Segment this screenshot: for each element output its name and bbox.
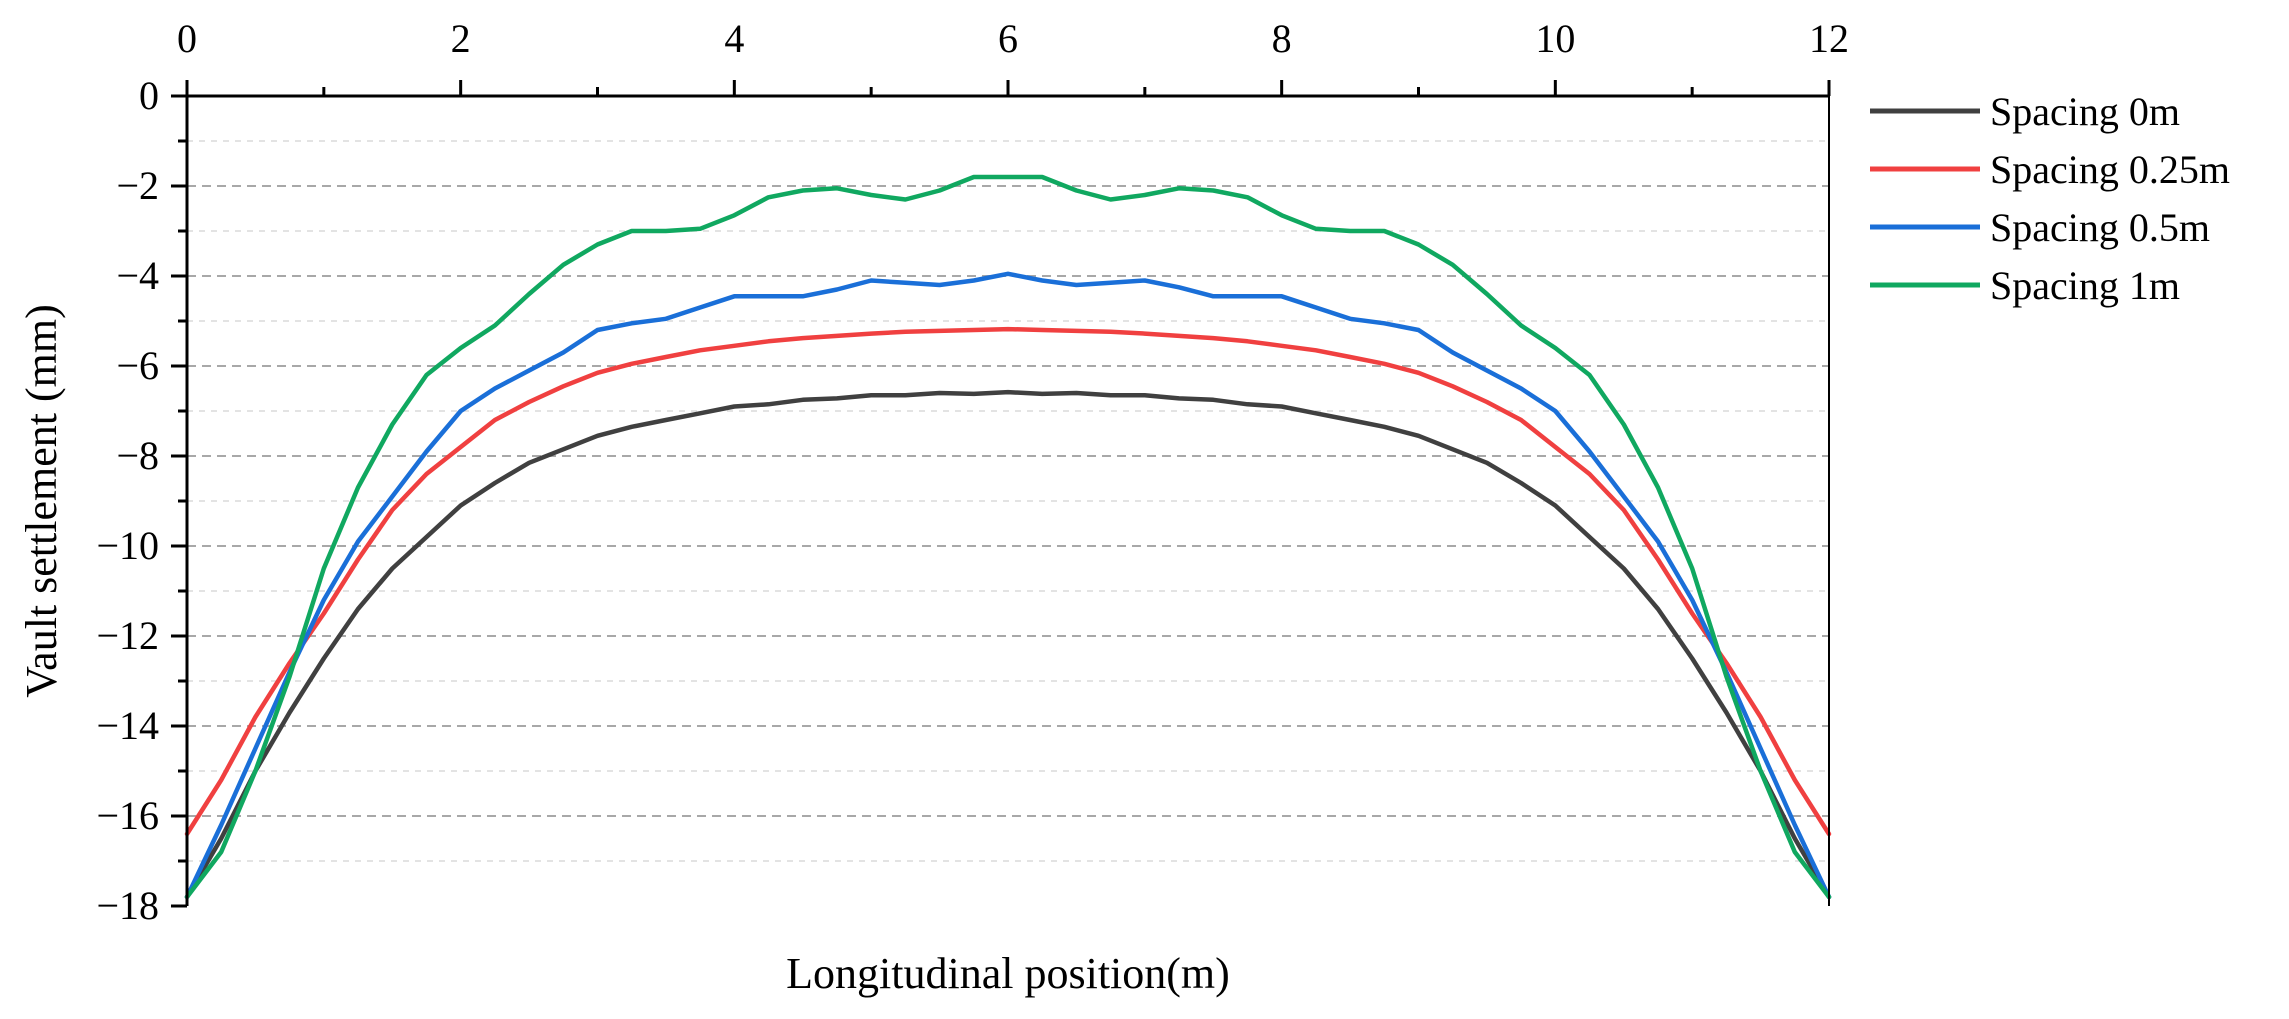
series-line-1 [184,326,1832,837]
axes [171,80,1831,908]
y-tick-label: −6 [116,343,159,388]
legend-label-3: Spacing 1m [1990,263,2180,308]
series-lines [184,174,1832,900]
y-tick-label: −18 [96,883,159,928]
y-axis-title: Vault settlement (mm) [17,304,66,697]
gridlines [187,140,1829,862]
y-tick-label: −14 [96,703,159,748]
x-tick-label: 8 [1272,16,1292,61]
legend-label-1: Spacing 0.25m [1990,147,2230,192]
y-tick-label: −10 [96,523,159,568]
y-tick-label: −8 [116,433,159,478]
x-tick-label: 0 [177,16,197,61]
x-tick-label: 10 [1535,16,1575,61]
series-line-2 [184,271,1832,900]
y-tick-label: −16 [96,793,159,838]
x-tick-label: 2 [451,16,471,61]
y-tick-label: 0 [139,73,159,118]
tick-labels: 0 2 4 6 8 10 12 0 −2 −4 −6 −8 −10 −12 −14 −16 −18 [96,16,1849,928]
x-tick-label: 6 [998,16,1018,61]
legend-label-0: Spacing 0m [1990,89,2180,134]
y-tick-label: −12 [96,613,159,658]
series-line-0 [184,389,1832,900]
x-axis-title: Longitudinal position(m) [786,949,1230,998]
legend: Spacing 0m Spacing 0.25m Spacing 0.5m Spaci… [1870,89,2230,308]
x-tick-label: 4 [724,16,744,61]
y-tick-label: −4 [116,253,159,298]
series-line-3 [184,174,1832,900]
legend-label-2: Spacing 0.5m [1990,205,2210,250]
y-tick-label: −2 [116,163,159,208]
x-tick-label: 12 [1809,16,1849,61]
